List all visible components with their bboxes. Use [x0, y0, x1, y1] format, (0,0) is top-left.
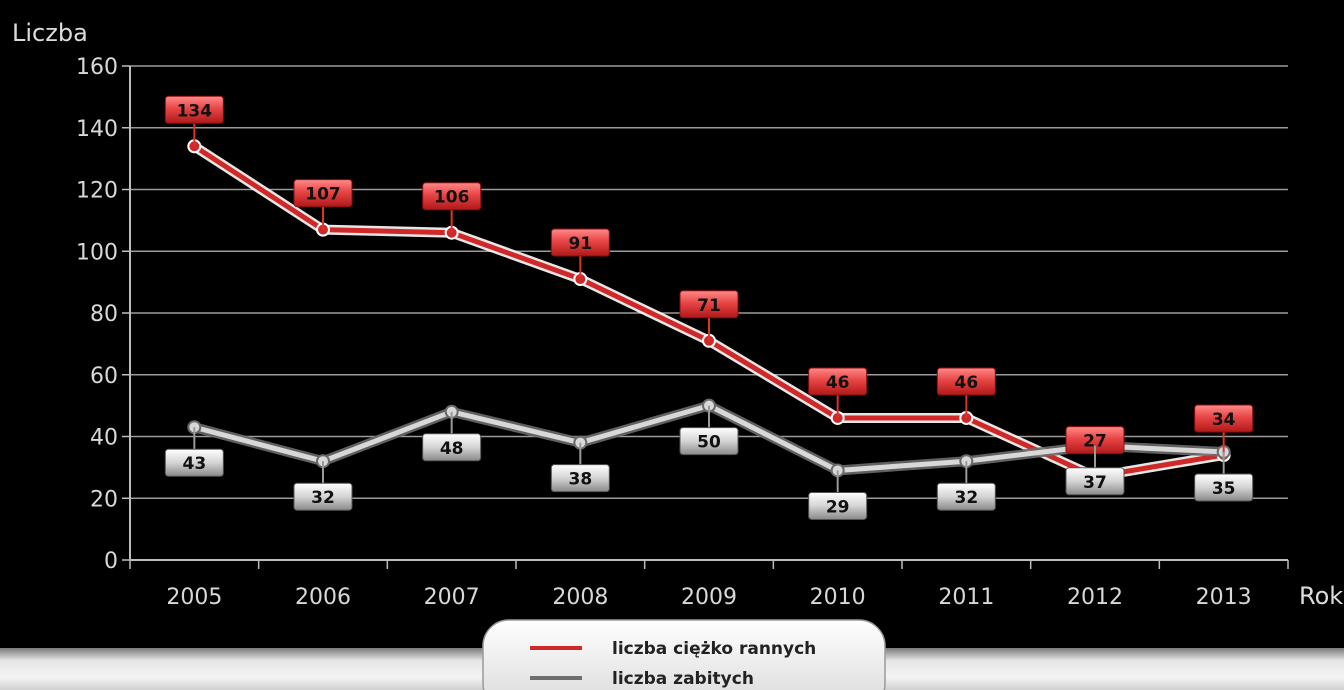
data-label-series1-2013: 35	[1194, 451, 1254, 502]
data-label-series1-2009: 50	[679, 405, 739, 456]
data-label-series1-2005: 43	[164, 427, 224, 477]
x-tick-label-2011: 2011	[938, 585, 994, 610]
data-label-text: 107	[305, 185, 341, 205]
y-axis-title: Liczba	[12, 19, 88, 47]
x-tick-label-2012: 2012	[1067, 585, 1123, 610]
data-label-series0-2005: 134	[164, 95, 224, 147]
legend-label-0: liczba ciężko rannych	[612, 639, 816, 659]
data-label-box	[679, 427, 739, 456]
legend-box	[482, 619, 886, 690]
x-tick-label-2007: 2007	[424, 585, 480, 610]
x-tick-label-2008: 2008	[552, 585, 608, 610]
y-tick-label-40: 40	[90, 426, 118, 451]
data-label-box	[293, 179, 353, 208]
data-label-series0-2011: 46	[936, 367, 996, 418]
data-label-text: 46	[954, 373, 978, 393]
data-label-text: 32	[954, 488, 978, 508]
data-label-series0-2009: 71	[679, 290, 739, 341]
data-label-text: 32	[311, 488, 335, 508]
data-label-text: 71	[697, 296, 721, 316]
y-tick-label-20: 20	[90, 487, 118, 512]
y-tick-label-80: 80	[90, 302, 118, 327]
data-label-text: 43	[182, 454, 206, 474]
data-label-box	[936, 482, 996, 511]
data-label-text: 48	[440, 439, 464, 459]
y-tick-label-120: 120	[76, 179, 118, 204]
data-label-text: 106	[434, 188, 470, 208]
data-label-box	[1194, 473, 1254, 502]
x-tick-label-2010: 2010	[810, 585, 866, 610]
data-label-text: 91	[568, 234, 592, 254]
data-label-series1-2012: 37	[1065, 445, 1125, 496]
data-label-box	[1065, 467, 1125, 496]
y-tick-label-100: 100	[76, 240, 118, 265]
data-label-series0-2013: 34	[1194, 404, 1254, 456]
data-label-text: 38	[568, 470, 592, 490]
x-tick-label-2009: 2009	[681, 585, 737, 610]
data-label-series1-2007: 48	[422, 411, 482, 462]
data-label-box	[808, 367, 868, 396]
data-label-box	[422, 182, 482, 211]
y-tick-label-160: 160	[76, 55, 118, 80]
data-label-series0-2008: 91	[550, 228, 610, 280]
data-label-text: 35	[1212, 479, 1236, 499]
y-tick-label-0: 0	[104, 549, 118, 574]
x-tick-label-2006: 2006	[295, 585, 351, 610]
data-label-box	[164, 448, 224, 477]
data-label-series1-2011: 32	[936, 461, 996, 511]
y-tick-label-140: 140	[76, 117, 118, 142]
x-axis-title: Rok	[1299, 582, 1343, 610]
x-tick-label-2005: 2005	[166, 585, 222, 610]
data-label-box	[293, 482, 353, 511]
data-label-text: 37	[1083, 473, 1107, 493]
data-label-text: 27	[1083, 432, 1107, 452]
data-label-box	[550, 464, 610, 493]
data-label-box	[679, 290, 739, 319]
data-label-text: 29	[826, 497, 850, 517]
data-label-text: 46	[826, 373, 850, 393]
data-label-series1-2010: 29	[808, 470, 868, 520]
data-label-text: 34	[1212, 410, 1236, 430]
x-tick-label-2013: 2013	[1196, 585, 1252, 610]
data-label-box	[936, 367, 996, 396]
legend-label-1: liczba zabitych	[612, 669, 754, 689]
data-label-series0-2010: 46	[808, 367, 868, 418]
legend: liczba ciężko rannych liczba zabitych	[482, 619, 886, 690]
data-label-box	[808, 491, 868, 520]
data-label-box	[1194, 404, 1254, 433]
data-label-box	[550, 228, 610, 257]
data-label-series1-2006: 32	[293, 461, 353, 511]
data-label-text: 134	[177, 101, 213, 121]
data-label-box	[164, 95, 224, 124]
data-label-text: 50	[697, 433, 721, 453]
data-label-series0-2006: 107	[293, 179, 353, 230]
data-label-series1-2008: 38	[550, 442, 610, 493]
data-label-series0-2007: 106	[422, 182, 482, 233]
data-label-box	[422, 433, 482, 462]
y-tick-label-60: 60	[90, 364, 118, 389]
